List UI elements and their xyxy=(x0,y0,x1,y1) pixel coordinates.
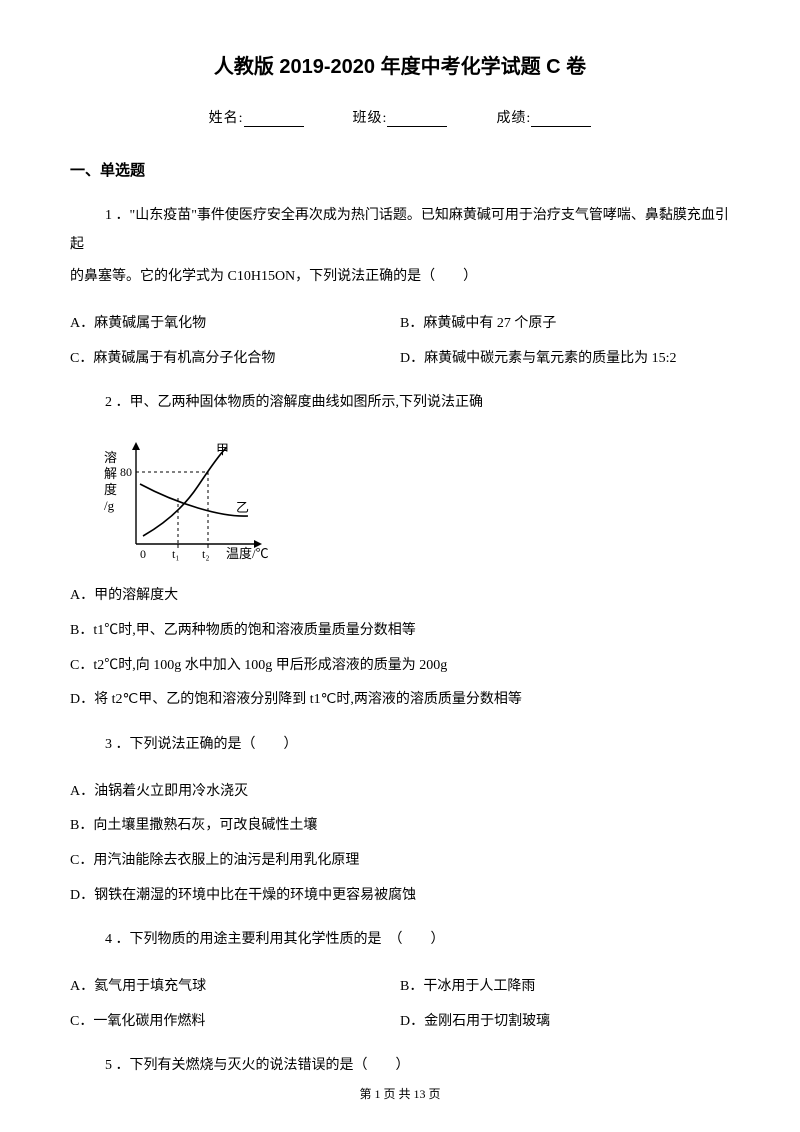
page-footer: 第 1 页 共 13 页 xyxy=(0,1085,800,1102)
q3-optD: D．钢铁在潮湿的环境中比在干燥的环境中更容易被腐蚀 xyxy=(70,882,730,911)
name-blank xyxy=(244,113,304,127)
q3-optA: A．油锅着火立即用冷水浇灭 xyxy=(70,778,730,807)
q4-stem: 4 ．下列物质的用途主要利用其化学性质的是 （ ） xyxy=(70,926,730,955)
q1-stem-line2: 的鼻塞等。它的化学式为 C10H15ON，下列说法正确的是（ ） xyxy=(70,263,730,292)
q1-optC: C．麻黄碱属于有机高分子化合物 xyxy=(70,345,400,374)
q2-optD: D．将 t2℃甲、乙的饱和溶液分别降到 t1℃时,两溶液的溶质质量分数相等 xyxy=(70,686,730,715)
q2-optA: A．甲的溶解度大 xyxy=(70,582,730,611)
q1-optA: A．麻黄碱属于氧化物 xyxy=(70,310,400,339)
q1-optB: B．麻黄碱中有 27 个原子 xyxy=(400,310,730,339)
svg-text:t₂: t₂ xyxy=(202,547,210,561)
q3-stem: 3 ．下列说法正确的是（ ） xyxy=(70,731,730,760)
svg-text:解: 解 xyxy=(104,466,117,481)
info-line: 姓名: 班级: 成绩: xyxy=(70,107,730,127)
q4-optA: A．氦气用于填充气球 xyxy=(70,973,400,1002)
svg-text:乙: 乙 xyxy=(236,500,249,515)
q5-stem: 5 ．下列有关燃烧与灭火的说法错误的是（ ） xyxy=(70,1052,730,1081)
score-blank xyxy=(531,113,591,127)
svg-text:0: 0 xyxy=(140,547,146,561)
svg-text:80: 80 xyxy=(120,465,132,479)
q2-optB: B．t1℃时,甲、乙两种物质的饱和溶液质量质量分数相等 xyxy=(70,617,730,646)
q2-stem: 2 ．甲、乙两种固体物质的溶解度曲线如图所示,下列说法正确 xyxy=(70,389,730,418)
q4-optD: D．金刚石用于切割玻璃 xyxy=(400,1008,730,1037)
q1-options-row1: A．麻黄碱属于氧化物 B．麻黄碱中有 27 个原子 xyxy=(70,310,730,339)
q4-options-row1: A．氦气用于填充气球 B．干冰用于人工降雨 xyxy=(70,973,730,1002)
q1-options-row2: C．麻黄碱属于有机高分子化合物 D．麻黄碱中碳元素与氧元素的质量比为 15:2 xyxy=(70,345,730,374)
q1-optD: D．麻黄碱中碳元素与氧元素的质量比为 15:2 xyxy=(400,345,730,374)
svg-text:度: 度 xyxy=(104,482,117,497)
q4-options-row2: C．一氧化碳用作燃料 D．金刚石用于切割玻璃 xyxy=(70,1008,730,1037)
svg-text:温度/℃: 温度/℃ xyxy=(226,546,269,561)
class-label: 班级: xyxy=(353,111,388,126)
q4-optB: B．干冰用于人工降雨 xyxy=(400,973,730,1002)
svg-text:t₁: t₁ xyxy=(172,547,180,561)
q1-stem-line1: 1 ．"山东疫苗"事件使医疗安全再次成为热门话题。已知麻黄碱可用于治疗支气管哮喘… xyxy=(70,202,730,259)
name-label: 姓名: xyxy=(209,111,244,126)
score-label: 成绩: xyxy=(496,111,531,126)
q2-optC: C．t2℃时,向 100g 水中加入 100g 甲后形成溶液的质量为 200g xyxy=(70,652,730,681)
q3-optC: C．用汽油能除去衣服上的油污是利用乳化原理 xyxy=(70,847,730,876)
svg-text:/g: /g xyxy=(104,498,115,513)
class-blank xyxy=(387,113,447,127)
q3-optB: B．向土壤里撒熟石灰，可改良碱性土壤 xyxy=(70,812,730,841)
q4-optC: C．一氧化碳用作燃料 xyxy=(70,1008,400,1037)
svg-text:甲: 甲 xyxy=(216,442,229,457)
section-heading-1: 一、单选题 xyxy=(70,159,730,180)
page-title: 人教版 2019-2020 年度中考化学试题 C 卷 xyxy=(70,50,730,79)
solubility-chart: 80 甲 乙 溶 解 度 /g 0 t₁ t₂ 温度/℃ xyxy=(98,436,278,566)
svg-text:溶: 溶 xyxy=(104,450,117,465)
